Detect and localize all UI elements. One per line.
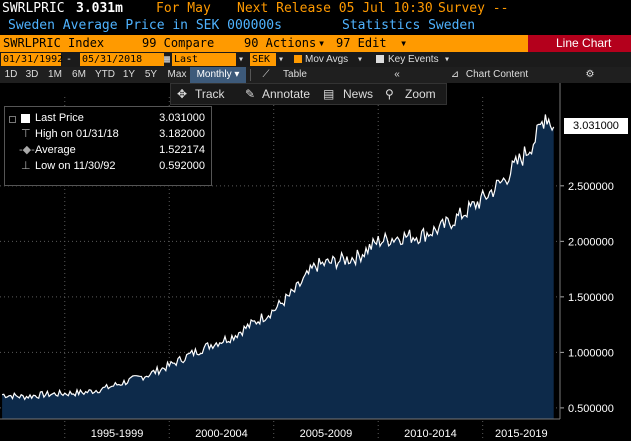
period-1m[interactable]: 1M bbox=[48, 69, 62, 80]
x-tick-label: 1995-1999 bbox=[91, 428, 144, 440]
view-title: Line Chart bbox=[556, 36, 612, 50]
y-tick-label: 1.500000 bbox=[568, 292, 614, 304]
collapse-icon[interactable] bbox=[9, 116, 16, 123]
legend-high-label: High on 01/31/18 bbox=[35, 128, 119, 140]
next-release: Next Release 05 Jul 10:30 bbox=[237, 1, 433, 16]
news-button[interactable]: News bbox=[343, 87, 374, 101]
period-max[interactable]: Max bbox=[167, 69, 187, 80]
key-events-checkbox[interactable] bbox=[376, 55, 384, 63]
price-line bbox=[1, 114, 555, 401]
source: Statistics Sweden bbox=[342, 18, 476, 33]
legend-average-label: Average bbox=[35, 144, 76, 156]
y-tick-label: 1.000000 bbox=[568, 347, 614, 359]
average-marker-icon: -◆- bbox=[19, 144, 35, 156]
end-date-field[interactable]: 05/31/2018 bbox=[80, 53, 164, 66]
annotate-icon[interactable]: ✎ bbox=[245, 87, 256, 101]
series-swatch bbox=[21, 114, 30, 123]
track-button[interactable]: Track bbox=[195, 87, 225, 101]
y-tick-label: 0.500000 bbox=[568, 403, 614, 415]
legend-high-value: 3.182000 bbox=[159, 128, 205, 140]
compare-button[interactable]: 99 Compare bbox=[142, 36, 215, 50]
x-tick-label: 2010-2014 bbox=[404, 428, 457, 440]
legend-average-value: 1.522174 bbox=[159, 144, 205, 156]
mov-avgs-dropdown-icon[interactable]: ▾ bbox=[357, 54, 364, 65]
last-value: 3.031m bbox=[76, 1, 123, 16]
x-axis: 1995-1999 2000-2004 2005-2009 2010-2014 2015… bbox=[0, 418, 560, 440]
zoom-icon[interactable]: ⚲ bbox=[385, 87, 394, 101]
key-events-label: Key Events bbox=[388, 54, 439, 65]
key-events-dropdown-icon[interactable]: ▾ bbox=[444, 54, 451, 65]
command-menu bbox=[128, 35, 528, 52]
legend-last-row: Last Price 3.031000 bbox=[35, 111, 205, 125]
survey: Survey -- bbox=[438, 1, 509, 16]
frequency-selector[interactable]: Monthly ▾ bbox=[190, 67, 246, 83]
y-tick-label: 2.000000 bbox=[568, 236, 614, 248]
mov-avgs-label: Mov Avgs bbox=[305, 54, 349, 65]
news-icon[interactable]: ▤ bbox=[323, 87, 335, 101]
table-button[interactable]: Table bbox=[283, 69, 307, 80]
x-tick-label: 2000-2004 bbox=[195, 428, 248, 440]
period-toolbar: 1D 3D 1M 6M YTD 1Y 5Y Max Monthly ▾ ⟋ Ta… bbox=[0, 67, 631, 83]
legend-average-row: Average 1.522174 bbox=[35, 143, 205, 157]
command-bar: SWRLPRIC Index 99 Compare 90 Actions ▾ 9… bbox=[0, 35, 631, 52]
chart-tools-bar: ✥ Track ✎ Annotate ▤ News ⚲ Zoom bbox=[170, 83, 447, 105]
security-header: SWRLPRIC 3.031m For May Next Release 05 … bbox=[0, 0, 631, 18]
period-3d[interactable]: 3D bbox=[25, 69, 39, 80]
start-date-field[interactable]: 01/31/1992 bbox=[1, 53, 64, 66]
field-selector[interactable]: Last Price bbox=[172, 53, 236, 78]
calendar-icon[interactable]: ▦ bbox=[164, 54, 171, 65]
frequency-label: Monthly bbox=[196, 69, 232, 80]
period-ytd[interactable]: YTD bbox=[95, 69, 115, 80]
edit-button[interactable]: 97 Edit bbox=[336, 36, 387, 50]
legend-last-label: Last Price bbox=[35, 112, 84, 124]
actions-dropdown-icon[interactable]: ▾ bbox=[318, 36, 326, 50]
y-tick-label: 2.500000 bbox=[568, 181, 614, 193]
chart-content-icon[interactable]: ⊿ bbox=[450, 69, 460, 80]
edit-dropdown-icon[interactable]: ▾ bbox=[400, 36, 408, 50]
low-marker-icon: ⊥ bbox=[21, 160, 31, 172]
description: Sweden Average Price in SEK 000000s bbox=[8, 18, 282, 33]
y-axis: 0.500000 1.000000 1.500000 2.000000 2.500000 bbox=[559, 83, 614, 419]
security-field[interactable]: SWRLPRIC Index bbox=[0, 35, 128, 52]
price-chart[interactable]: 0.500000 1.000000 1.500000 2.000000 2.500000… bbox=[0, 83, 631, 441]
collapse-icon[interactable]: « bbox=[394, 69, 400, 80]
line-chart-icon[interactable]: ⟋ bbox=[262, 69, 270, 80]
legend-last-value: 3.031000 bbox=[159, 112, 205, 124]
period-1d[interactable]: 1D bbox=[4, 69, 18, 80]
annotate-button[interactable]: Annotate bbox=[262, 87, 311, 101]
chart-content-button[interactable]: Chart Content bbox=[465, 69, 529, 80]
currency-dropdown-icon[interactable]: ▾ bbox=[278, 54, 285, 65]
period-6m[interactable]: 6M bbox=[72, 69, 86, 80]
track-icon[interactable]: ✥ bbox=[177, 87, 188, 101]
price-area bbox=[2, 114, 554, 419]
currency-selector[interactable]: SEK bbox=[250, 53, 276, 66]
zoom-button[interactable]: Zoom bbox=[405, 87, 436, 101]
for-period: For May bbox=[156, 1, 211, 16]
chart-legend[interactable]: Last Price 3.031000 ⊤ High on 01/31/18 3… bbox=[4, 106, 212, 186]
x-tick-label: 2015-2019 bbox=[495, 428, 548, 440]
period-5y[interactable]: 5Y bbox=[144, 69, 158, 80]
x-tick-label: 2005-2009 bbox=[300, 428, 353, 440]
range-toolbar: 01/31/1992 - 05/31/2018 ▦ Last Price ▾ S… bbox=[0, 52, 631, 78]
field-dropdown-icon[interactable]: ▾ bbox=[238, 54, 245, 65]
ticker: SWRLPRIC bbox=[2, 1, 65, 16]
legend-high-row: High on 01/31/18 3.182000 bbox=[35, 127, 205, 141]
settings-gear-icon[interactable]: ⚙ bbox=[585, 69, 595, 80]
legend-low-row: Low on 11/30/92 0.592000 bbox=[35, 159, 205, 173]
last-price-tag: 3.031000 bbox=[564, 118, 628, 134]
legend-low-value: 0.592000 bbox=[159, 160, 205, 172]
actions-button[interactable]: 90 Actions bbox=[244, 36, 317, 50]
divider bbox=[250, 69, 251, 81]
mov-avgs-checkbox[interactable] bbox=[294, 55, 302, 63]
period-1y[interactable]: 1Y bbox=[122, 69, 136, 80]
high-marker-icon: ⊤ bbox=[21, 128, 31, 140]
legend-low-label: Low on 11/30/92 bbox=[35, 160, 116, 172]
description-row: Sweden Average Price in SEK 000000s Stat… bbox=[0, 18, 631, 34]
date-separator: - bbox=[66, 54, 73, 65]
